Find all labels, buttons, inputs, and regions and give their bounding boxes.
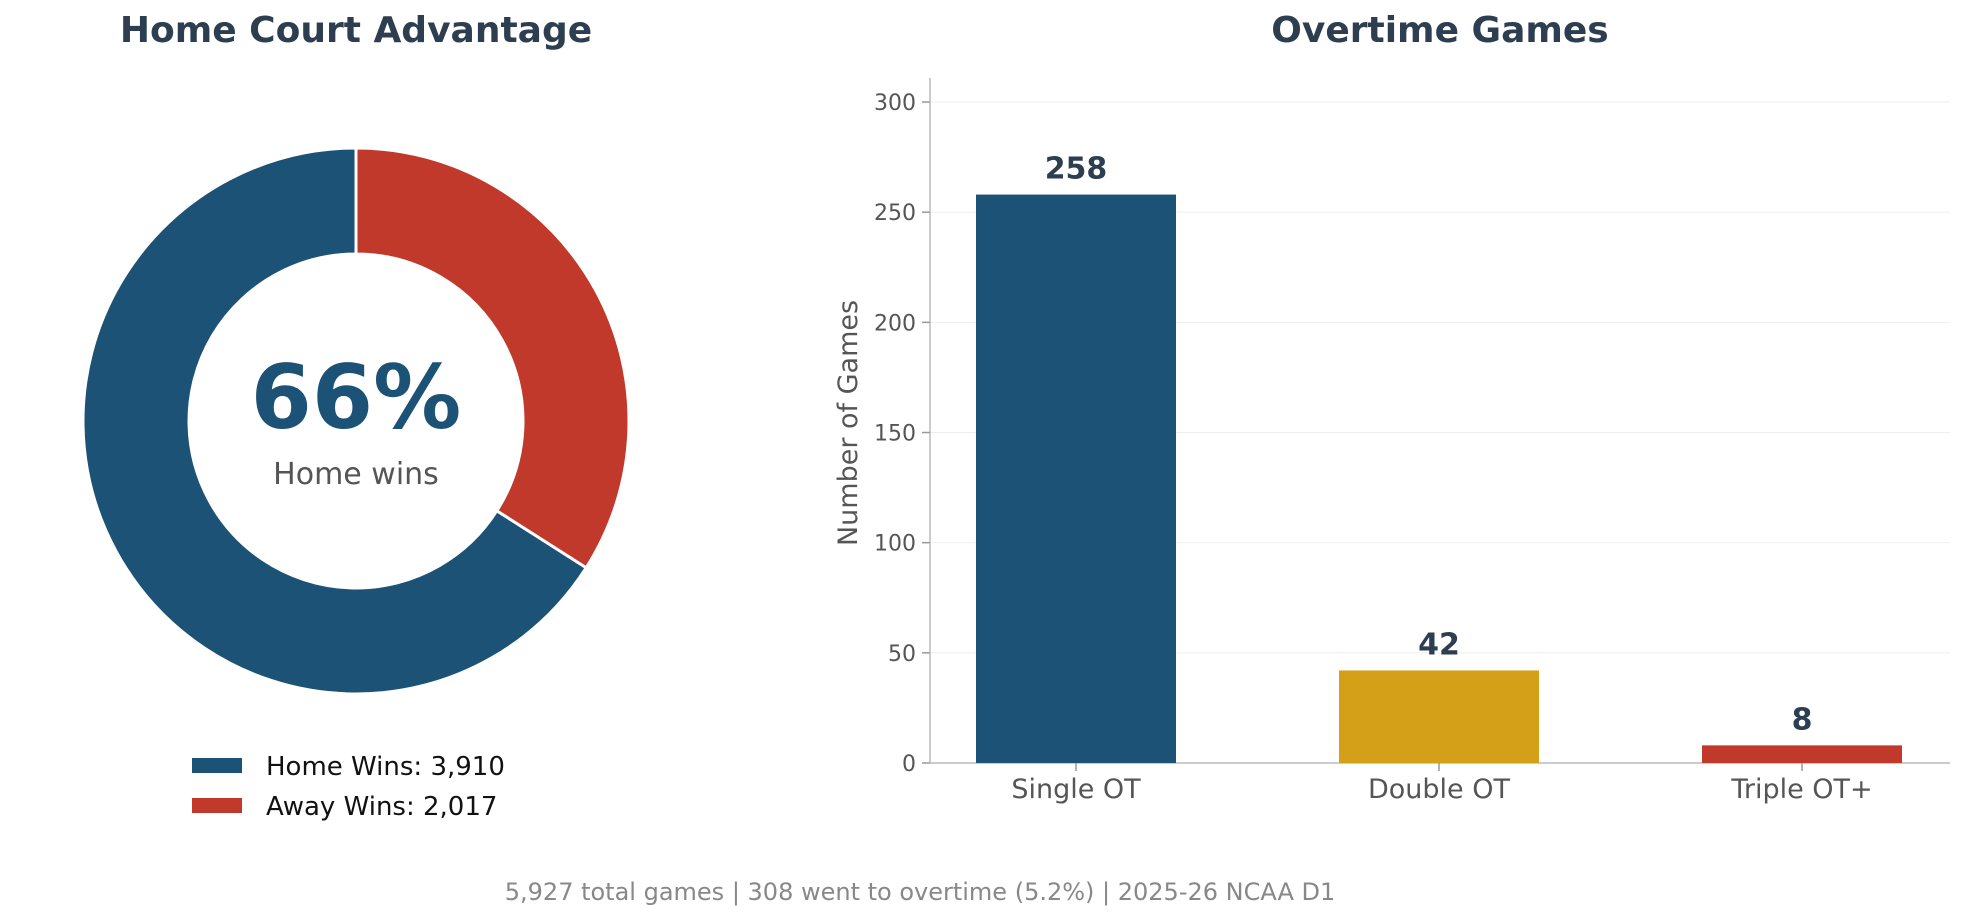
footer-summary: 5,927 total games | 308 went to overtime… <box>505 878 1336 906</box>
donut-slice-home-wins <box>81 146 589 696</box>
legend-label-home: Home Wins: 3,910 <box>266 752 505 782</box>
donut-center-value: 66% <box>251 346 462 449</box>
bar-double-ot <box>1339 670 1539 763</box>
donut-slice-away-wins <box>354 146 631 570</box>
donut-legend: Home Wins: 3,910 Away Wins: 2,017 <box>192 752 505 822</box>
bar-value-label: 8 <box>1792 702 1813 737</box>
bar-value-label: 258 <box>1045 152 1108 187</box>
y-tick-label: 0 <box>902 752 916 777</box>
legend-swatch-home <box>192 758 242 773</box>
bar-y-ticks: 0 50 100 150 200 250 300 <box>874 91 930 777</box>
bar-category-labels: Single OT Double OT Triple OT+ <box>1011 763 1873 805</box>
y-tick-label: 50 <box>888 642 916 667</box>
x-tick-label: Double OT <box>1368 774 1511 805</box>
y-tick-label: 300 <box>874 91 916 116</box>
donut-slices <box>81 146 631 696</box>
bar-title: Overtime Games <box>1271 10 1608 51</box>
y-tick-label: 150 <box>874 422 916 447</box>
legend-label-away: Away Wins: 2,017 <box>266 792 497 822</box>
y-tick-label: 250 <box>874 201 916 226</box>
x-tick-label: Triple OT+ <box>1730 774 1872 805</box>
bar-panel: Overtime Games 0 50 100 150 200 250 300 258 42 8… <box>833 10 1950 805</box>
bar-marks: 258 42 8 <box>976 152 1902 763</box>
legend-swatch-away <box>192 798 242 813</box>
donut-title: Home Court Advantage <box>120 10 592 51</box>
bar-value-label: 42 <box>1418 627 1460 662</box>
y-tick-label: 200 <box>874 311 916 336</box>
y-tick-label: 100 <box>874 532 916 557</box>
donut-panel: Home Court Advantage 66% Home wins Home … <box>81 10 631 822</box>
x-tick-label: Single OT <box>1011 774 1141 805</box>
bar-triple-ot <box>1702 745 1902 763</box>
bar-single-ot <box>976 194 1176 763</box>
bar-y-axis-label: Number of Games <box>833 300 864 546</box>
donut-center-label: Home wins <box>273 457 439 492</box>
